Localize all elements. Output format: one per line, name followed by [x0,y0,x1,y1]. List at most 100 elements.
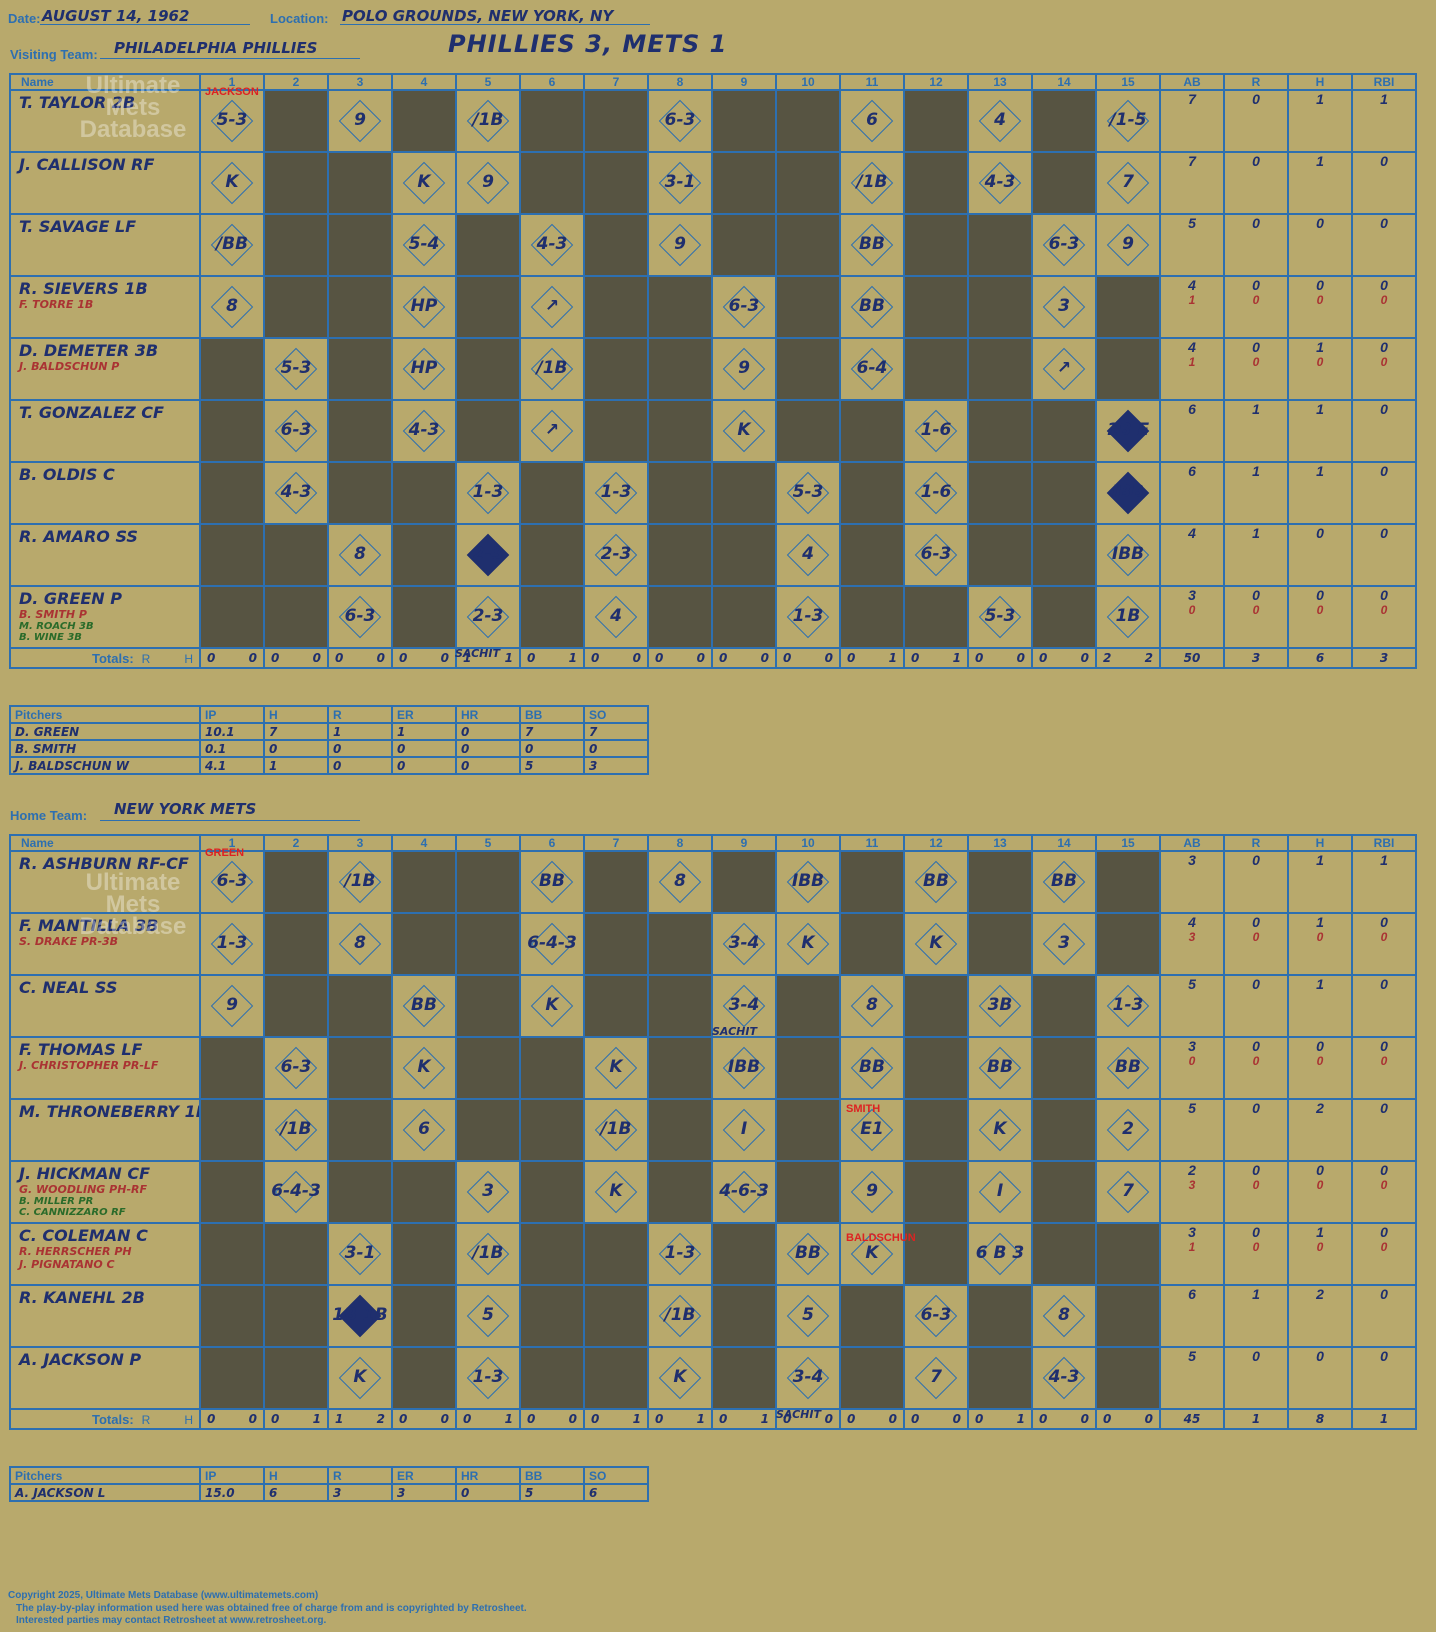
play-notation: 9 [482,172,494,192]
player-name: M. THRONEBERRY 1B [19,1102,200,1121]
note-sachit-home-9: SACHIT [712,1025,757,1038]
sub-batting-stat-value: 0 [1252,1054,1260,1068]
batting-stat-value: 0 [1252,215,1260,231]
inning-cell: 1B [1095,585,1161,649]
batting-stat: 3 [1159,850,1225,914]
play-notation: /BB [215,234,249,254]
inning-cell-empty [967,461,1033,525]
play-notation: BB [859,1057,885,1077]
date-label: Date: [8,11,41,26]
inning-header: 5 [455,73,521,91]
inning-runs: 0 [271,1412,280,1426]
inning-cell-empty [903,337,969,401]
play-notation: E1 [860,1119,884,1139]
sub-batting-stat-value: 0 [1380,930,1388,944]
inning-cell-empty [391,912,457,976]
player-name: C. NEAL SS [19,978,118,997]
batting-stat-value: 6 [1188,401,1196,417]
inning-cell-empty [1031,399,1097,463]
note-baldschun: BALDSCHUN [846,1232,916,1244]
inning-runs: 0 [1103,1412,1112,1426]
inning-cell-empty [583,912,649,976]
inning-cell: K [583,1036,649,1100]
batting-stat: 0 [1287,213,1353,277]
play-notation: 3 [1058,296,1070,316]
inning-cell-empty [583,974,649,1038]
sub-batting-stat-value: 0 [1252,930,1260,944]
inning-cell-empty [583,275,649,339]
column-header-name: Name [9,73,201,91]
inning-cell: BB [1095,1036,1161,1100]
inning-cell-empty [903,1222,969,1286]
inning-header: 7 [583,73,649,91]
inning-header: 4 [391,73,457,91]
inning-hits: 0 [248,1412,257,1426]
batting-stat-value: 1 [1316,91,1324,107]
player-name: R. AMARO SS [19,527,138,546]
inning-cell-empty [775,151,841,215]
inning-cell-empty [967,850,1033,914]
inning-cell: /1B [647,1284,713,1348]
play-notation: 3-1 [344,1243,376,1263]
inning-cell: /1-5 [1095,89,1161,153]
batting-stat: 5 [1159,1346,1225,1410]
inning-cell: 5-3 [967,585,1033,649]
batting-stat: 4 [1159,523,1225,587]
play-notation: 6-3 [216,871,248,891]
pitcher-column-header: HR [455,705,521,724]
player-name-cell: B. OLDIS C [9,461,201,525]
inning-cell: 4-6-3 [711,1160,777,1224]
player-name-cell: T. SAVAGE LF [9,213,201,277]
inning-runs: 0 [399,1412,408,1426]
inning-cell-empty [775,1160,841,1224]
inning-runs: 0 [975,1412,984,1426]
player-row: C. COLEMAN C R. HERRSCHER PH J. PIGNATANO … [9,1222,1417,1286]
inning-cell-empty [775,337,841,401]
inning-cell: 4-3 [967,151,1033,215]
batting-stat: 1 [1223,1284,1289,1348]
inning-cell-empty [1095,850,1161,914]
play-notation: HP [410,358,438,378]
sub-batting-stat-value: 0 [1252,1178,1260,1192]
inning-cell: 3-1 [647,151,713,215]
stat-total: 50 [1159,647,1225,669]
batting-stat-value: 0 [1380,976,1388,992]
inning-cell: 9 [327,89,393,153]
inning-cell-empty [711,523,777,587]
stat-total: 8 [1287,1408,1353,1430]
inning-cell-empty [455,1098,521,1162]
inning-runs: 0 [271,651,280,665]
inning-cell-empty [455,912,521,976]
batting-stat-value: 0 [1380,463,1388,479]
batting-stat-value: 3 [1188,1038,1196,1054]
play-notation: 6-3 [920,1305,952,1325]
substitute-name: F. TORRE 1B [19,298,94,311]
player-row: T. GONZALEZ CF 6-3 4-3 ↗ K 1-6 1B E 6 1 1 0 [9,399,1417,463]
inning-cell: BB [839,213,905,277]
inning-header: 10 [775,834,841,852]
batting-stat-value: 0 [1252,1038,1260,1054]
play-notation: 6-4 [856,358,888,378]
play-notation: 5-3 [216,110,248,130]
sub-batting-stat-value: 0 [1380,1178,1388,1192]
inning-cell: 1B E [1095,399,1161,463]
inning-cell-empty [327,213,393,277]
batting-stat-value: 0 [1380,215,1388,231]
batting-stat: 5 [1159,1098,1225,1162]
inning-cell-empty [647,275,713,339]
batting-stat: 0 [1287,523,1353,587]
play-notation: 4-3 [408,420,440,440]
inning-cell: 9 [1095,213,1161,277]
sub-batting-stat-value: 0 [1316,603,1324,617]
inning-runs: 0 [719,651,728,665]
stat-header: R [1223,834,1289,852]
batting-stat: 1 [1287,850,1353,914]
inning-cell-empty [647,337,713,401]
play-notation: 9 [866,1181,878,1201]
